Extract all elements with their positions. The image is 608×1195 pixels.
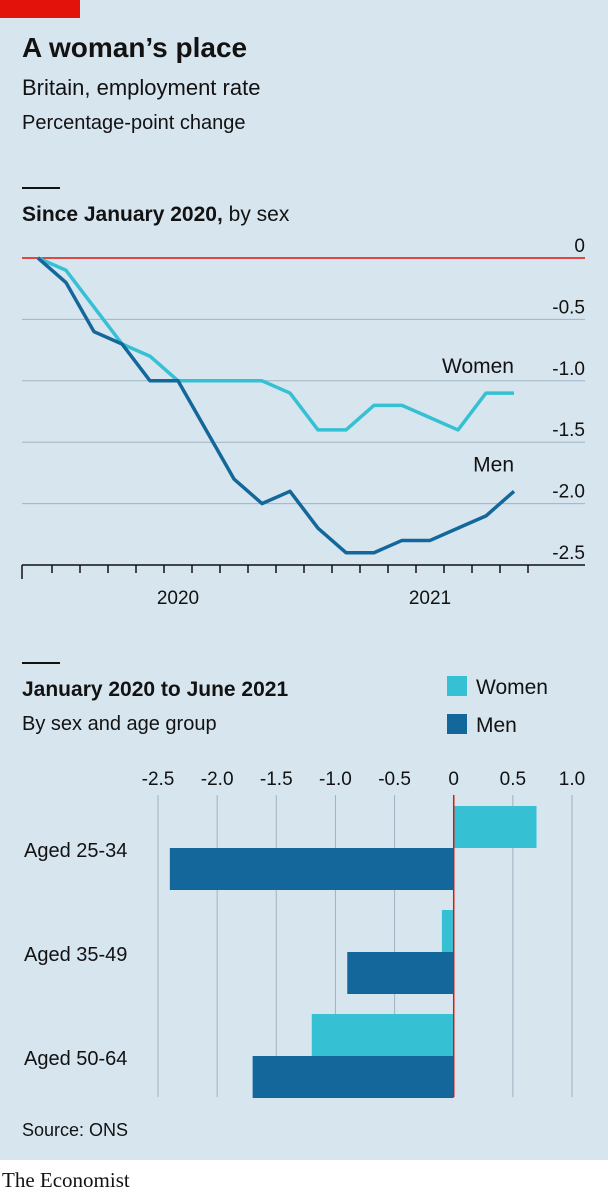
title: A woman’s place <box>22 32 247 63</box>
y-tick-label: -2.0 <box>552 482 585 503</box>
bar <box>347 952 454 994</box>
x-tick-label: -1.0 <box>319 769 352 790</box>
legend-label: Women <box>476 676 548 699</box>
x-tick-label: 0 <box>448 769 459 790</box>
bar <box>441 910 454 952</box>
panel-subtitle: by sex <box>229 203 290 226</box>
bar <box>252 1056 454 1098</box>
panel-title: January 2020 to June 2021 <box>22 678 288 701</box>
category-label: Aged 50-64 <box>24 1048 127 1070</box>
category-label: Aged 35-49 <box>24 944 127 966</box>
panel-title-bold: Since January 2020, <box>22 203 223 226</box>
series-line <box>37 256 514 432</box>
x-tick-label: 2020 <box>157 588 199 609</box>
source: Source: ONS <box>22 1120 128 1140</box>
bar <box>453 806 537 848</box>
x-tick-label: -0.5 <box>378 769 411 790</box>
brand-tag <box>0 0 80 18</box>
x-tick-label: 1.0 <box>559 769 585 790</box>
series-line <box>36 256 516 555</box>
legend-swatch <box>447 714 467 734</box>
background <box>0 0 608 1160</box>
x-tick-label: -1.5 <box>260 769 293 790</box>
y-tick-label: -0.5 <box>552 297 585 318</box>
bar <box>169 848 454 890</box>
x-tick-label: 2021 <box>409 588 451 609</box>
x-tick-label: 0.5 <box>500 769 526 790</box>
brand: The Economist <box>2 1168 130 1192</box>
subtitle: Britain, employment rate <box>22 75 260 100</box>
legend-swatch <box>447 676 467 696</box>
unit: Percentage-point change <box>22 112 246 134</box>
y-tick-label: -1.0 <box>552 359 585 380</box>
panel-subtitle: By sex and age group <box>22 713 217 735</box>
x-tick-label: -2.5 <box>142 769 175 790</box>
series-label: Men <box>473 453 514 476</box>
footer-band <box>0 1160 608 1195</box>
series-label: Women <box>442 355 514 378</box>
y-tick-label: -2.5 <box>552 543 585 564</box>
panel-title: Since January 2020, by sex <box>22 203 290 226</box>
legend-label: Men <box>476 714 517 737</box>
y-tick-label: 0 <box>574 236 585 257</box>
y-tick-label: -1.5 <box>552 420 585 441</box>
category-label: Aged 25-34 <box>24 840 127 862</box>
x-tick-label: -2.0 <box>201 769 234 790</box>
bar <box>311 1014 454 1056</box>
